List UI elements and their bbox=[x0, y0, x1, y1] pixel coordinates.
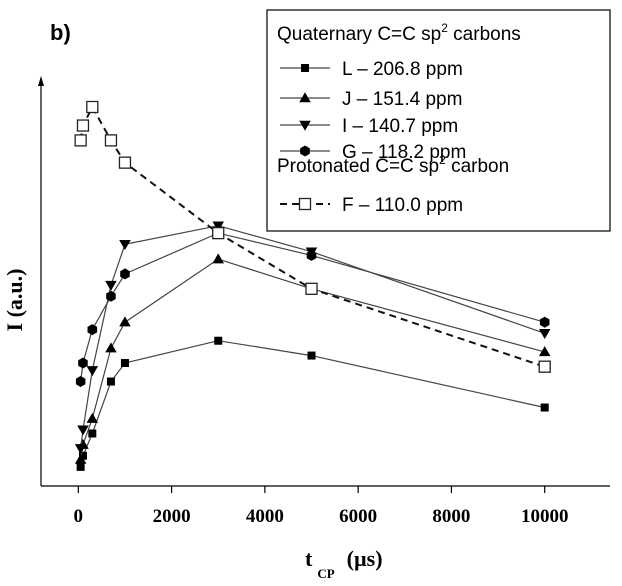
legend-item-0: L – 206.8 ppm bbox=[280, 59, 463, 80]
series-line-2 bbox=[80, 225, 545, 449]
series-1-point-7 bbox=[538, 346, 551, 357]
series-3-point-4 bbox=[120, 268, 130, 280]
x-axis-label-sub: CP bbox=[317, 566, 334, 581]
series-3-point-6 bbox=[306, 249, 317, 261]
x-tick-label-0: 0 bbox=[74, 506, 84, 527]
x-tick-label-3: 6000 bbox=[339, 506, 377, 527]
series-2-point-7 bbox=[538, 329, 551, 340]
series-4-point-4 bbox=[118, 156, 132, 169]
series-0-point-4 bbox=[120, 358, 129, 367]
series-4-point-0 bbox=[74, 134, 87, 147]
legend-label-4: F – 110.0 ppm bbox=[342, 195, 463, 216]
series-3-point-3 bbox=[106, 290, 116, 302]
legend-marker-2 bbox=[299, 120, 311, 131]
series-3-point-1 bbox=[78, 357, 88, 369]
y-axis-label: I (a.u.) bbox=[2, 269, 27, 332]
series-0-point-7 bbox=[540, 403, 549, 412]
series-1-point-4 bbox=[119, 316, 131, 327]
series-3-point-0 bbox=[75, 376, 86, 387]
x-tick-label-1: 2000 bbox=[153, 506, 191, 527]
x-ticks: 0 2000 4000 6000 8000 10000 bbox=[74, 486, 569, 527]
x-tick-label-2: 4000 bbox=[246, 506, 284, 527]
series-2-point-2 bbox=[86, 366, 99, 377]
series-0-point-1 bbox=[78, 451, 87, 460]
series-3-point-2 bbox=[87, 324, 98, 336]
legend-item-4: F – 110.0 ppm bbox=[280, 195, 463, 216]
legend-box bbox=[266, 9, 611, 232]
series-0-point-5 bbox=[214, 336, 223, 345]
series-0-point-0 bbox=[76, 462, 85, 471]
series-layer bbox=[74, 100, 551, 471]
series-2-point-0 bbox=[74, 444, 87, 455]
series-line-3 bbox=[80, 232, 545, 382]
legend-group1-title: Quaternary C=C sp2 carbons bbox=[277, 21, 521, 45]
series-4-point-5 bbox=[212, 226, 225, 240]
legend-label-1: J – 151.4 ppm bbox=[342, 89, 462, 110]
series-2-point-5 bbox=[212, 221, 224, 232]
series-0-point-6 bbox=[307, 351, 316, 360]
series-4-point-1 bbox=[76, 119, 90, 132]
legend-marker-3 bbox=[300, 145, 310, 157]
legend: Quaternary C=C sp2 carbons Protonated C=… bbox=[266, 9, 611, 232]
x-axis-label-main: t bbox=[305, 546, 313, 571]
series-1-point-2 bbox=[86, 412, 99, 423]
x-tick-label-4: 8000 bbox=[432, 506, 470, 527]
x-axis-label: t CP (µs) bbox=[305, 546, 383, 582]
series-1-point-5 bbox=[212, 253, 224, 264]
panel-label: b) bbox=[50, 20, 71, 45]
legend-group2-title: Protonated C=C sp2 carbon bbox=[277, 153, 509, 177]
series-4-point-2 bbox=[86, 100, 99, 114]
series-0-point-3 bbox=[106, 377, 115, 386]
legend-item-3: G – 118.2 ppm bbox=[280, 142, 466, 163]
legend-marker-0 bbox=[301, 64, 309, 72]
series-4-point-7 bbox=[538, 360, 551, 373]
x-tick-label-5: 10000 bbox=[521, 506, 569, 527]
legend-marker-4 bbox=[298, 197, 312, 211]
series-2-point-4 bbox=[119, 240, 131, 251]
series-2-point-3 bbox=[105, 280, 117, 291]
series-1-point-3 bbox=[105, 342, 117, 353]
axes bbox=[38, 76, 610, 487]
series-4-point-3 bbox=[104, 134, 118, 147]
legend-items: L – 206.8 ppm J – 151.4 ppm I – 140.7 ppm G… bbox=[280, 59, 466, 216]
legend-marker-1 bbox=[299, 92, 311, 103]
series-line-1 bbox=[80, 258, 545, 460]
x-axis-label-unit: (µs) bbox=[347, 546, 383, 571]
y-axis-arrow bbox=[38, 76, 44, 86]
legend-label-0: L – 206.8 ppm bbox=[342, 59, 463, 80]
legend-item-1: J – 151.4 ppm bbox=[280, 89, 462, 110]
legend-label-2: I – 140.7 ppm bbox=[342, 116, 458, 137]
series-0-point-2 bbox=[88, 429, 97, 438]
series-4 bbox=[74, 100, 551, 373]
legend-label-3: G – 118.2 ppm bbox=[342, 142, 466, 163]
series-1-point-0 bbox=[74, 453, 87, 464]
series-line-0 bbox=[80, 340, 545, 468]
series-3-point-7 bbox=[539, 316, 550, 328]
legend-item-2: I – 140.7 ppm bbox=[280, 116, 458, 137]
series-4-point-6 bbox=[305, 282, 318, 295]
series-0 bbox=[76, 336, 549, 471]
series-2-point-1 bbox=[77, 425, 89, 436]
